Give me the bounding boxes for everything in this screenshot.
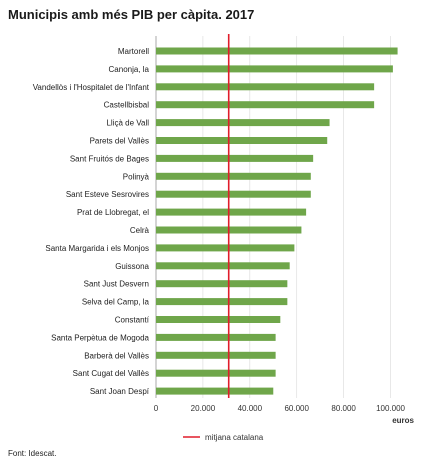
- category-label: Santa Perpètua de Mogoda: [51, 333, 149, 342]
- bar: [156, 83, 375, 91]
- bar: [156, 387, 274, 395]
- category-label: Celrà: [130, 226, 150, 235]
- bar: [156, 208, 307, 216]
- category-label: Santa Margarida i els Monjos: [45, 244, 149, 253]
- x-axis-label: euros: [392, 416, 414, 425]
- category-label: Prat de Llobregat, el: [77, 208, 149, 217]
- source-note: Font: Idescat.: [8, 449, 57, 458]
- bars: [156, 47, 398, 395]
- bar: [156, 280, 288, 288]
- x-tick-label: 100.000: [376, 404, 405, 413]
- category-label: Martorell: [118, 47, 149, 56]
- category-label: Canonja, la: [109, 65, 150, 74]
- x-tick-label: 20.000: [191, 404, 216, 413]
- bar: [156, 154, 314, 162]
- category-label: Castellbisbal: [104, 101, 150, 110]
- category-label: Sant Fruitós de Bages: [70, 154, 149, 163]
- bar: [156, 244, 295, 252]
- bar: [156, 369, 276, 377]
- bar: [156, 101, 375, 109]
- bar: [156, 137, 328, 144]
- chart-title: Municipis amb més PIB per càpita. 2017: [8, 7, 255, 22]
- category-label: Polinyà: [123, 172, 150, 181]
- x-tick-label: 40.000: [238, 404, 263, 413]
- x-tick-label: 0: [154, 404, 159, 413]
- category-label: Constantí: [115, 316, 150, 325]
- category-label: Parets del Vallès: [90, 137, 149, 146]
- bar: [156, 47, 398, 55]
- bar: [156, 298, 288, 306]
- x-tick-label: 60.000: [284, 404, 309, 413]
- bar: [156, 333, 276, 341]
- category-label: Barberà del Vallès: [84, 351, 149, 360]
- x-tick-labels: 0 20.000 40.000 60.000 80.000 100.000: [154, 404, 406, 413]
- category-labels: Martorell Canonja, la Vandellòs i l'Hospit…: [33, 47, 150, 396]
- category-label: Vandellòs i l'Hospitalet de l'Infant: [33, 83, 150, 92]
- category-label: Sant Joan Despí: [90, 387, 150, 396]
- category-label: Sant Just Desvern: [84, 280, 149, 289]
- bar: [156, 172, 311, 180]
- bar: [156, 262, 290, 270]
- legend: mitjana catalana: [183, 433, 264, 442]
- legend-label: mitjana catalana: [205, 433, 264, 442]
- bar: [156, 190, 311, 198]
- bar: [156, 351, 276, 359]
- category-label: Sant Esteve Sesrovires: [66, 190, 149, 199]
- category-label: Selva del Camp, la: [82, 298, 150, 307]
- category-label: Guissona: [115, 262, 149, 271]
- category-label: Lliçà de Vall: [106, 119, 149, 128]
- category-label: Sant Cugat del Vallès: [73, 369, 149, 378]
- bar: [156, 65, 393, 73]
- x-tick-label: 80.000: [331, 404, 356, 413]
- bar: [156, 119, 330, 127]
- bar: [156, 316, 281, 323]
